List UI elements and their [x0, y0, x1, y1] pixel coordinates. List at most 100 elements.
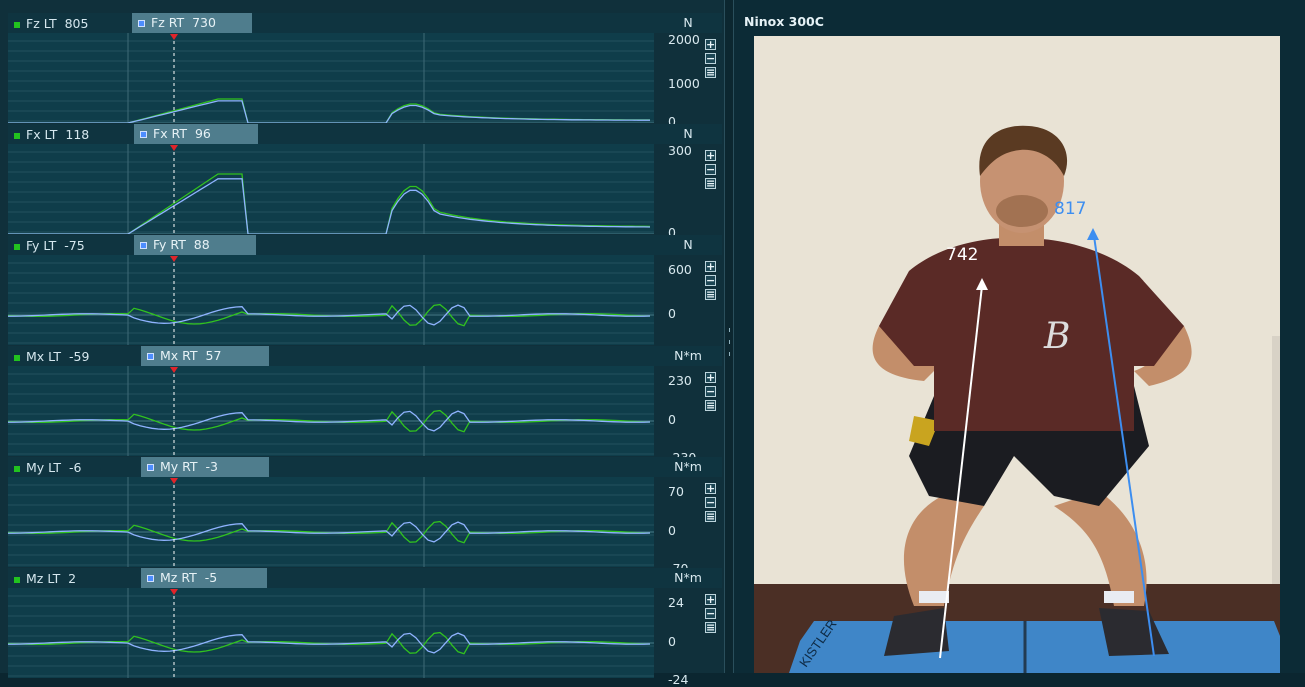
fit-scale-button[interactable]: ≡ [705, 177, 716, 190]
legend-left[interactable]: Fx LT 118 [14, 127, 89, 142]
series-right-line [8, 521, 651, 543]
time-cursor-marker[interactable] [170, 34, 178, 40]
axis-unit: N*m [654, 346, 722, 366]
axis-tick-label: 0 [668, 114, 676, 129]
legend-left-value: -6 [69, 460, 82, 475]
video-title: Ninox 300C [744, 14, 824, 29]
series-right-line [8, 304, 651, 326]
axis-tick-label: 2000 [668, 32, 700, 47]
legend-left-label: Fx LT [26, 127, 58, 142]
panel-header [8, 346, 654, 366]
zoom-out-button[interactable]: − [705, 607, 716, 620]
left-series-swatch [14, 132, 20, 139]
fit-scale-button[interactable]: ≡ [705, 399, 716, 412]
right-series-swatch [147, 575, 154, 582]
legend-right-value: -3 [205, 459, 218, 474]
plot-canvas[interactable] [8, 346, 654, 456]
zoom-in-button[interactable]: + [705, 593, 716, 606]
zoom-out-button[interactable]: − [705, 52, 716, 65]
plot-panel-my[interactable]: My LT -6 My RT -3 N*m + − ≡ 700-70 [8, 457, 722, 576]
legend-left-label: Mz LT [26, 571, 61, 586]
right-series-swatch [140, 242, 147, 249]
plot-canvas[interactable] [8, 568, 654, 678]
left-series-swatch [14, 21, 20, 28]
force-right-readout: 817 [1054, 199, 1087, 219]
legend-left-label: My LT [26, 460, 62, 475]
legend-right[interactable]: Fx RT 96 [134, 124, 258, 144]
right-series-swatch [147, 464, 154, 471]
legend-left-value: 805 [64, 16, 89, 31]
time-cursor-marker[interactable] [170, 478, 178, 484]
zoom-in-button[interactable]: + [705, 371, 716, 384]
legend-left-label: Mx LT [26, 349, 62, 364]
axis-tick-label: 0 [668, 412, 676, 427]
axis-unit: N [654, 124, 722, 144]
panel-header [8, 568, 654, 588]
legend-right-value: 96 [194, 126, 211, 141]
fit-scale-button[interactable]: ≡ [705, 66, 716, 79]
zoom-in-button[interactable]: + [705, 38, 716, 51]
video-pane: Ninox 300C KISTLER [734, 0, 1305, 673]
legend-right-label: My RT [160, 459, 198, 474]
legend-right[interactable]: Mz RT -5 [141, 568, 267, 588]
axis-unit: N*m [654, 568, 722, 588]
axis-tick-label: 300 [668, 143, 692, 158]
zoom-in-button[interactable]: + [705, 260, 716, 273]
plot-canvas[interactable] [8, 13, 654, 123]
legend-left[interactable]: Mz LT 2 [14, 571, 76, 586]
zoom-in-button[interactable]: + [705, 482, 716, 495]
legend-right[interactable]: Mx RT 57 [141, 346, 269, 366]
zoom-in-button[interactable]: + [705, 149, 716, 162]
force-plot-area: Fz LT 805 Fz RT 730 N + − ≡ 2000 1000 0 Fx… [0, 0, 724, 687]
plot-panel-fz[interactable]: Fz LT 805 Fz RT 730 N + − ≡ 2000 1000 0 [8, 13, 722, 129]
axis-tick-label: 0 [668, 634, 676, 649]
right-series-swatch [138, 20, 145, 27]
plot-panel-fx[interactable]: Fx LT 118 Fx RT 96 N + − ≡ 300 0 [8, 124, 722, 240]
legend-right[interactable]: Fz RT 730 [132, 13, 252, 33]
time-cursor-marker[interactable] [170, 589, 178, 595]
plot-canvas[interactable] [8, 457, 654, 567]
zoom-out-button[interactable]: − [705, 163, 716, 176]
legend-left[interactable]: My LT -6 [14, 460, 81, 475]
legend-left-value: -59 [69, 349, 90, 364]
time-cursor-marker[interactable] [170, 367, 178, 373]
axis-unit: N*m [654, 457, 722, 477]
plot-canvas[interactable] [8, 235, 654, 345]
time-cursor-marker[interactable] [170, 256, 178, 262]
legend-right-label: Fz RT [151, 15, 185, 30]
legend-right-label: Mz RT [160, 570, 197, 585]
force-vector-right [1093, 235, 1155, 657]
plot-panel-mz[interactable]: Mz LT 2 Mz RT -5 N*m + − ≡ 24 0 -24 [8, 568, 722, 687]
left-series-swatch [14, 465, 20, 472]
axis-tick-label: 230 [668, 373, 692, 388]
pane-splitter[interactable] [724, 0, 734, 673]
legend-right-label: Fx RT [153, 126, 187, 141]
legend-right[interactable]: My RT -3 [141, 457, 269, 477]
panel-header [8, 235, 654, 255]
legend-right-value: 88 [193, 237, 210, 252]
force-vector-left [939, 285, 983, 659]
panel-header [8, 124, 654, 144]
plot-canvas[interactable] [8, 124, 654, 234]
legend-right[interactable]: Fy RT 88 [134, 235, 256, 255]
zoom-out-button[interactable]: − [705, 385, 716, 398]
legend-left-value: 2 [68, 571, 77, 586]
legend-left[interactable]: Fz LT 805 [14, 16, 88, 31]
right-series-swatch [140, 131, 147, 138]
fit-scale-button[interactable]: ≡ [705, 510, 716, 523]
legend-left[interactable]: Fy LT -75 [14, 238, 85, 253]
video-frame[interactable]: KISTLER B [754, 36, 1280, 673]
fit-scale-button[interactable]: ≡ [705, 288, 716, 301]
video-scene: KISTLER B [754, 36, 1280, 673]
series-right-line [8, 100, 650, 123]
axis-unit: N [654, 235, 722, 255]
zoom-out-button[interactable]: − [705, 496, 716, 509]
time-cursor-marker[interactable] [170, 145, 178, 151]
left-series-swatch [14, 576, 20, 583]
zoom-out-button[interactable]: − [705, 274, 716, 287]
legend-left-value: -75 [64, 238, 85, 253]
fit-scale-button[interactable]: ≡ [705, 621, 716, 634]
legend-left[interactable]: Mx LT -59 [14, 349, 89, 364]
